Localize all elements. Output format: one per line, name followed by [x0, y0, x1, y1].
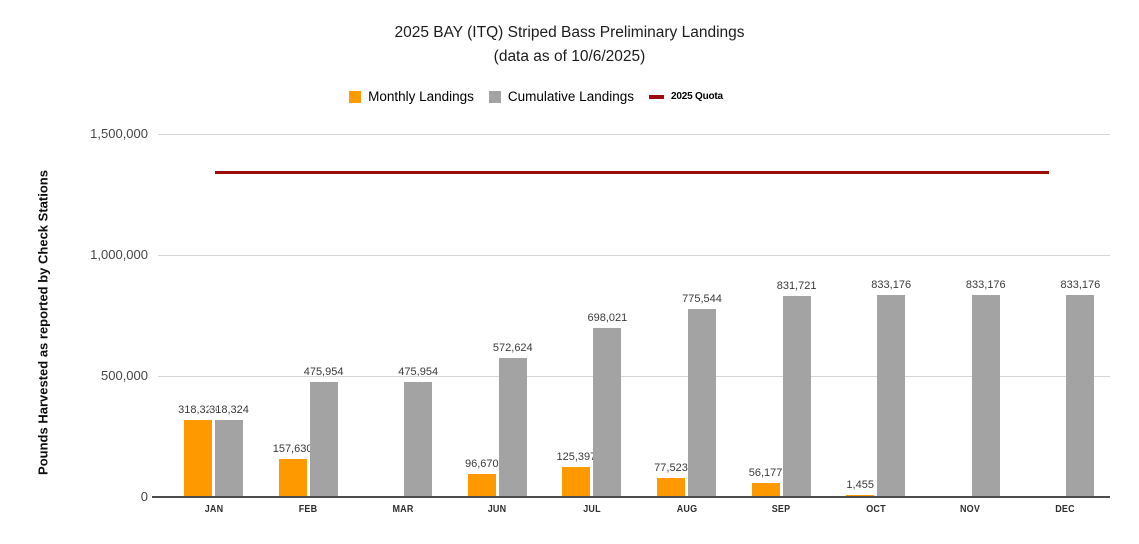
bar-monthly-feb: [278, 458, 307, 497]
x-axis-label-jul: JUL: [583, 504, 601, 515]
data-label-monthly-oct: 1,455: [846, 479, 874, 491]
legend-item-1: Cumulative Landings: [488, 89, 634, 104]
data-label-cumulative-jan: 318,324: [209, 403, 249, 416]
data-label-monthly-jan: 318,324: [178, 403, 218, 416]
bar-monthly-jun: [467, 473, 496, 497]
bar-cumulative-jan: [215, 419, 243, 497]
bar-cumulative-mar: [404, 381, 433, 497]
chart-subtitle: (data as of 10/6/2025): [493, 48, 646, 65]
data-label-monthly-jun: 96,670: [464, 457, 499, 470]
y-tick-label: 1,000,000: [90, 247, 148, 262]
x-axis-label-dec: DEC: [1055, 504, 1075, 515]
legend-item-label: 2025 Quota: [670, 91, 723, 102]
data-label-monthly-feb: 157,630: [272, 442, 313, 455]
x-axis-label-mar: MAR: [392, 504, 414, 515]
quota-line-legend-icon: [648, 94, 664, 99]
x-axis-label-nov: NOV: [960, 504, 981, 515]
x-axis-label-aug: AUG: [676, 504, 697, 515]
quota-line: [215, 171, 1049, 175]
bar-cumulative-sep: [782, 295, 811, 497]
x-axis-label-jan: JAN: [204, 504, 223, 515]
data-label-cumulative-jun: 572,624: [492, 342, 533, 355]
data-label-cumulative-oct: 833,176: [871, 279, 912, 292]
legend-item-0: Monthly Landings: [349, 89, 474, 104]
bar-cumulative-jul: [593, 328, 622, 497]
chart-title: 2025 BAY (ITQ) Striped Bass Preliminary …: [394, 24, 745, 41]
y-tick-label: 0: [140, 489, 148, 504]
data-label-cumulative-sep: 831,721: [776, 279, 817, 292]
gridline: [158, 254, 1110, 256]
data-label-monthly-jul: 125,397: [556, 450, 597, 463]
bar-monthly-jul: [562, 466, 591, 497]
chart-title-block: 2025 BAY (ITQ) Striped Bass Preliminary …: [0, 21, 1139, 69]
legend-swatch-icon: [349, 90, 362, 103]
bar-monthly-aug: [657, 478, 685, 497]
y-tick-label: 500,000: [101, 368, 148, 383]
gridline: [158, 133, 1110, 135]
y-tick-label: 1,500,000: [90, 126, 148, 141]
legend-item-label: Monthly Landings: [368, 89, 474, 104]
legend-item-2: 2025 Quota: [648, 91, 723, 102]
x-axis-label-oct: OCT: [865, 504, 886, 515]
bar-cumulative-dec: [1066, 295, 1095, 497]
bar-cumulative-jun: [498, 358, 527, 497]
legend-item-label: Cumulative Landings: [507, 89, 634, 104]
bar-cumulative-oct: [877, 295, 906, 497]
data-label-monthly-aug: 77,523: [654, 462, 688, 475]
data-label-cumulative-mar: 475,954: [398, 365, 439, 378]
x-axis-line: [152, 496, 1110, 498]
y-axis-title: Pounds Harvested as reported by Check St…: [35, 170, 51, 475]
legend-swatch-icon: [488, 90, 501, 103]
bar-cumulative-feb: [309, 381, 338, 497]
bar-cumulative-aug: [688, 309, 716, 497]
gridline: [158, 375, 1110, 377]
bar-monthly-jan: [184, 419, 212, 497]
data-label-cumulative-jul: 698,021: [587, 312, 628, 325]
bar-cumulative-nov: [971, 295, 1000, 497]
data-label-cumulative-feb: 475,954: [303, 365, 344, 378]
x-axis-label-feb: FEB: [298, 504, 318, 515]
x-axis-label-sep: SEP: [771, 504, 791, 515]
plot-area: 318,324 318,324 JAN 157,630 475,954 FEB 475,95…: [152, 133, 1110, 515]
data-label-cumulative-nov: 833,176: [965, 279, 1006, 292]
legend: Monthly Landings Cumulative Landings 2025 …: [0, 89, 1072, 104]
data-label-monthly-sep: 56,177: [748, 467, 783, 480]
data-label-cumulative-dec: 833,176: [1060, 279, 1101, 292]
data-label-cumulative-aug: 775,544: [682, 293, 722, 306]
bar-monthly-sep: [751, 483, 780, 497]
x-axis-label-jun: JUN: [488, 504, 507, 515]
